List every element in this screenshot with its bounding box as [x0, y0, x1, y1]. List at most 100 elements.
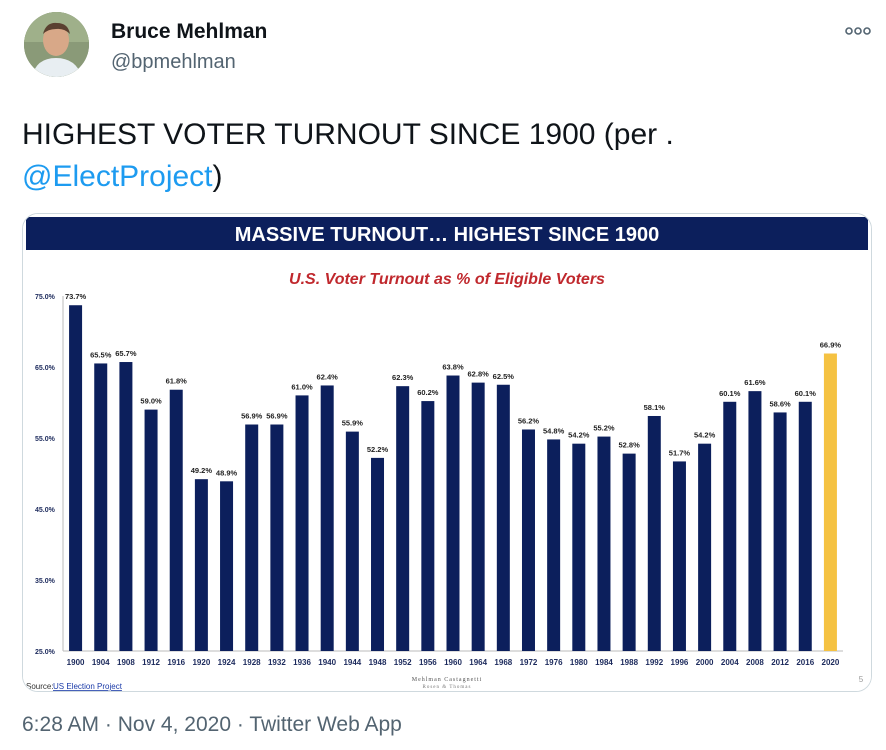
- x-tick-label: 1916: [167, 658, 185, 667]
- tweet-text: HIGHEST VOTER TURNOUT SINCE 1900 (per . …: [22, 114, 862, 198]
- data-label: 58.6%: [769, 399, 791, 408]
- x-tick-label: 1908: [117, 658, 135, 667]
- bar-1932: [270, 424, 284, 651]
- bar-1976: [547, 439, 561, 651]
- bar-1956: [421, 401, 435, 651]
- data-label: 59.0%: [140, 397, 162, 406]
- bar-1916: [169, 389, 183, 651]
- x-tick-label: 1988: [620, 658, 638, 667]
- y-tick-label: 65.0%: [35, 365, 56, 372]
- bar-1940: [320, 385, 334, 651]
- bar-1900: [69, 305, 83, 651]
- bar-1960: [446, 375, 460, 651]
- bars: [69, 305, 837, 651]
- data-label: 65.5%: [90, 350, 112, 359]
- y-tick-label: 75.0%: [35, 294, 56, 301]
- turnout-chart: MASSIVE TURNOUT… HIGHEST SINCE 1900 U.S.…: [23, 214, 871, 691]
- data-label: 52.2%: [367, 445, 389, 454]
- avatar[interactable]: [24, 12, 89, 77]
- y-tick-label: 25.0%: [35, 649, 56, 656]
- x-tick-label: 1980: [570, 658, 588, 667]
- x-tick-label: 1920: [192, 658, 210, 667]
- y-tick-label: 55.0%: [35, 436, 56, 443]
- data-label: 61.6%: [744, 378, 766, 387]
- meta-separator-1: ·: [104, 713, 112, 736]
- bar-2004: [723, 401, 737, 651]
- bar-1968: [496, 384, 510, 651]
- data-label: 49.2%: [191, 466, 213, 475]
- data-label: 60.1%: [795, 389, 817, 398]
- x-tick-label: 1964: [469, 658, 487, 667]
- data-label: 54.2%: [568, 431, 590, 440]
- chart-title: U.S. Voter Turnout as % of Eligible Vote…: [289, 271, 605, 288]
- bar-2008: [748, 391, 762, 651]
- x-tick-label: 2012: [771, 658, 789, 667]
- x-tick-label: 1940: [318, 658, 336, 667]
- data-label: 52.8%: [618, 441, 640, 450]
- x-tick-label: 1992: [645, 658, 663, 667]
- data-label: 62.4%: [317, 372, 339, 381]
- more-options-icon[interactable]: [844, 24, 872, 38]
- bar-1904: [94, 363, 108, 651]
- tweet-source-app[interactable]: Twitter Web App: [249, 713, 402, 736]
- data-label: 63.8%: [442, 363, 464, 372]
- x-tick-label: 1904: [92, 658, 110, 667]
- x-tick-label: 1956: [419, 658, 437, 667]
- data-label: 73.7%: [65, 292, 87, 301]
- bar-1992: [647, 415, 661, 651]
- bar-2012: [773, 412, 787, 651]
- x-tick-label: 1948: [369, 658, 387, 667]
- data-label: 62.3%: [392, 373, 414, 382]
- x-tick-label: 1900: [67, 658, 85, 667]
- avatar-photo: [24, 12, 89, 77]
- x-tick-label: 2008: [746, 658, 764, 667]
- bar-1980: [572, 443, 586, 651]
- x-tick-label: 2016: [796, 658, 814, 667]
- author-name[interactable]: Bruce Mehlman: [111, 20, 268, 43]
- data-label: 65.7%: [115, 349, 137, 358]
- bar-2016: [798, 401, 812, 651]
- logo-line-1: Mehlman Castagnetti: [412, 677, 483, 683]
- tweet-media-image[interactable]: MASSIVE TURNOUT… HIGHEST SINCE 1900 U.S.…: [22, 213, 872, 692]
- data-label: 62.8%: [468, 370, 490, 379]
- x-tick-label: 2000: [696, 658, 714, 667]
- bar-1964: [471, 382, 485, 651]
- data-label: 56.9%: [266, 412, 288, 421]
- bar-1944: [345, 431, 359, 651]
- mention-link[interactable]: @ElectProject: [22, 160, 213, 193]
- data-label: 55.9%: [342, 419, 364, 428]
- data-label: 56.2%: [518, 416, 540, 425]
- data-label: 60.1%: [719, 389, 741, 398]
- data-label: 51.7%: [669, 448, 691, 457]
- data-label: 58.1%: [644, 403, 666, 412]
- y-tick-label: 45.0%: [35, 507, 56, 514]
- data-label: 54.2%: [694, 431, 716, 440]
- bar-1912: [144, 409, 158, 651]
- data-label: 62.5%: [493, 372, 515, 381]
- data-label: 61.0%: [291, 382, 313, 391]
- data-label: 56.9%: [241, 412, 263, 421]
- data-label: 60.2%: [417, 388, 439, 397]
- data-label: 48.9%: [216, 468, 238, 477]
- tweet-time[interactable]: 6:28 AM: [22, 713, 100, 736]
- author-handle[interactable]: @bpmehlman: [111, 51, 236, 73]
- x-axis-labels: 1900 1904 1908 1912 1916 1920 1924 1928 1932 1936…: [67, 658, 840, 667]
- tweet-date[interactable]: Nov 4, 2020: [117, 713, 231, 736]
- slide-header: MASSIVE TURNOUT… HIGHEST SINCE 1900: [235, 224, 660, 246]
- x-tick-label: 1972: [520, 658, 538, 667]
- bar-1952: [396, 386, 410, 651]
- logo-line-2: Rosen & Thomas: [423, 685, 472, 690]
- tweet-meta: 6:28 AM · Nov 4, 2020 · Twitter Web App: [22, 713, 402, 737]
- bar-1936: [295, 395, 309, 651]
- tweet-text-main: HIGHEST VOTER TURNOUT SINCE 1900 (per .: [22, 118, 674, 151]
- meta-separator-2: ·: [236, 713, 244, 736]
- x-tick-label: 1924: [218, 658, 236, 667]
- data-label: 54.8%: [543, 426, 565, 435]
- data-labels: 73.7% 65.5% 65.7% 59.0% 61.8% 49.2% 48.9% 56.9%…: [65, 292, 841, 477]
- x-tick-label: 1968: [494, 658, 512, 667]
- x-tick-label: 1928: [243, 658, 261, 667]
- x-tick-label: 1960: [444, 658, 462, 667]
- slide-header-bar: [26, 217, 868, 250]
- x-tick-label: 1912: [142, 658, 160, 667]
- source-label: Source:: [26, 682, 54, 691]
